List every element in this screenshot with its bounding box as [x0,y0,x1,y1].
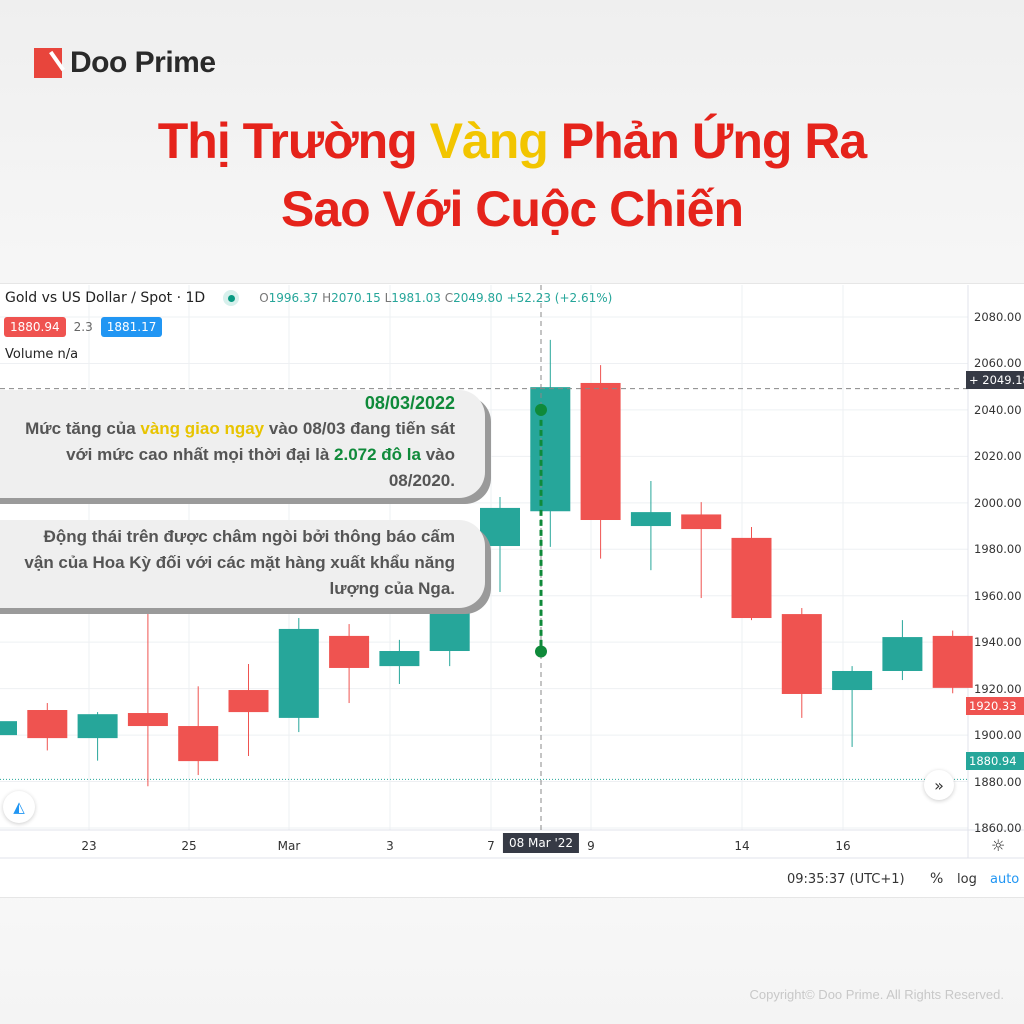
y-tick-label: 1960.00 [974,588,1022,603]
headline-text: Thị Trường [157,113,430,169]
percent-toggle[interactable]: % [930,871,944,887]
crosshair-price-tag: + 2049.18 [966,371,1024,389]
close-label: C [444,291,454,305]
open-label: O [259,291,269,305]
x-tick-label: 7 [487,839,495,853]
candle-body [681,514,722,530]
y-tick-label: 2020.00 [974,449,1022,464]
candle-body [932,635,973,688]
y-tick-label: 2040.00 [974,402,1022,417]
volume-legend: Volume n/a [5,347,79,362]
text: vào 08/2020. [388,445,455,490]
y-tick-label: 2080.00 [974,310,1022,324]
logo-mark-icon [34,48,62,78]
candle-body [278,628,319,718]
sell-button[interactable]: 1880.94 [4,317,66,337]
candle-body [480,507,520,547]
y-tick-label: 1980.00 [974,542,1022,557]
low-value: 1981.03 [391,291,441,305]
settings-gear-icon[interactable]: ☼ [991,836,1006,855]
x-tick-label: 23 [81,839,97,853]
y-tick-label: 1920.00 [974,681,1022,696]
bid-ask: 1880.94 2.3 1881.17 [4,317,163,337]
candle-body [77,714,118,739]
annotation-dot-top [535,403,547,416]
y-tick-label: 1880.00 [974,774,1022,789]
callout-text: Mức tăng của vàng giao ngay vào 08/03 đa… [18,416,455,494]
high-label: H [322,291,332,305]
brand-logo: Doo Prime [34,46,216,80]
candle-body [882,637,923,671]
copyright: Copyright© Doo Prime. All Rights Reserve… [749,987,1004,1002]
x-tick-label: 16 [835,839,851,853]
candle-body [127,713,168,727]
y-tick-label: 2000.00 [974,495,1022,510]
candle-body [630,512,671,527]
text-highlight: vàng giao ngay [140,419,265,438]
auto-toggle[interactable]: auto [990,872,1020,887]
callouts: 08/03/2022 Mức tăng của vàng giao ngay v… [0,390,485,608]
buy-button[interactable]: 1881.17 [100,317,163,337]
change-value: +52.23 (+2.61%) [506,291,613,305]
low-label: L [384,291,392,305]
tradingview-logo-icon[interactable]: ◭ [3,791,35,823]
candle-body [530,387,571,512]
clock-time: 09:35:37 (UTC+1) [787,872,905,887]
crosshair-date-tag: 08 Mar '22 [502,833,580,853]
y-tick-label: 2060.00 [974,356,1022,371]
candle-body [329,635,370,668]
callout-price-note: 08/03/2022 Mức tăng của vàng giao ngay v… [0,390,485,498]
brand-name: Doo Prime [70,46,216,79]
last-price-tag: 1920.33 [966,697,1024,715]
candle-body [832,670,873,691]
candle-body [228,690,269,713]
y-tick-label: 1860.00 [974,821,1022,835]
y-tick-label: 1940.00 [974,635,1022,650]
x-tick-label: 9 [587,839,595,853]
candle-body [580,382,621,521]
candle-body [178,726,219,762]
candle-body [27,710,68,739]
bid-line-tag: 1880.94 [966,752,1024,770]
log-toggle[interactable]: log [957,872,977,887]
chart-legend: Gold vs US Dollar / Spot · 1D O1996.37 H… [5,290,612,306]
crosshair-price: 2049.18 [982,373,1024,387]
x-tick-label: 3 [386,839,394,853]
spread: 2.3 [73,320,93,334]
annotation-dot-bottom [535,645,547,658]
open-value: 1996.37 [268,291,319,305]
x-tick-label: Mar [277,839,301,853]
high-value: 2070.15 [331,291,381,305]
scroll-to-realtime-icon[interactable]: » [924,770,954,800]
text-highlight: 2.072 đô la [334,445,421,464]
y-tick-label: 1900.00 [974,728,1022,743]
headline-highlight: Vàng [429,113,549,169]
symbol-title[interactable]: Gold vs US Dollar / Spot · 1D [5,290,206,306]
x-tick-label: 25 [181,839,197,853]
headline-text: Phản Ứng Ra [547,113,868,169]
callout-date: 08/03/2022 [364,393,455,413]
headline-line1: Thị Trường Vàng Phản Ứng Ra [0,112,1024,170]
headline-line2: Sao Với Cuộc Chiến [280,181,744,237]
candle-body [0,721,17,736]
text: vào 08/03 đang tiến sát với mức cao nhất… [66,419,455,464]
ohlc-values: O1996.37 H2070.15 L1981.03 C2049.80 +52.… [259,291,612,305]
candle-body [781,614,822,694]
candle-body [379,651,420,667]
candle-body [731,537,772,619]
text: Mức tăng của [25,419,141,438]
close-value: 2049.80 [453,291,503,305]
x-tick-label: 14 [734,839,750,853]
callout-cause-note: Động thái trên được châm ngòi bởi thông … [0,520,485,608]
market-status-icon [223,290,240,306]
